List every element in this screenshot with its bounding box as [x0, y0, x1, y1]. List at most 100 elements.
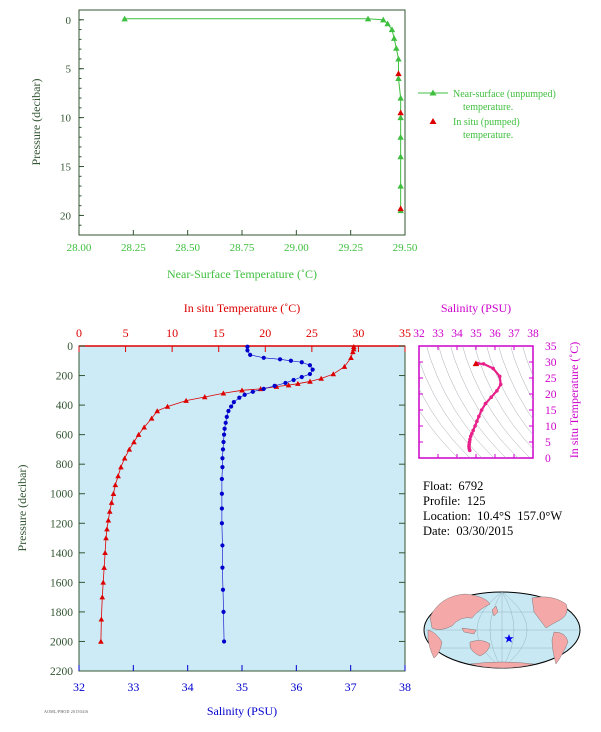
salinity-point [307, 371, 313, 377]
temperature-point [110, 490, 117, 496]
float-position-star-icon [504, 634, 514, 643]
salinity-point [220, 447, 226, 452]
top-y-tick-label: 10 [60, 113, 72, 125]
salinity-point [221, 639, 227, 644]
density-contour [462, 346, 531, 458]
salinity-point [222, 426, 227, 431]
temperature-point [104, 526, 110, 532]
near-surface-point [397, 133, 404, 140]
pressure-tick-label: 800 [56, 459, 74, 471]
pressure-tick-label: 1800 [50, 607, 73, 619]
top-y-tick-label: 15 [60, 162, 72, 174]
salinity-tick-label: 36 [290, 680, 302, 694]
land-antarctica [469, 661, 535, 669]
ts-point [481, 362, 486, 366]
temperature-point [126, 446, 133, 452]
ts-x-tick-label: 37 [508, 328, 520, 340]
temperature-point [239, 387, 245, 393]
top-plot-frame [78, 9, 406, 236]
top-x-tick-label: 29.50 [393, 242, 418, 254]
salinity-point [291, 377, 296, 383]
salinity-point [299, 360, 304, 365]
pressure-tick-label: 400 [56, 400, 74, 412]
temperature-point [98, 616, 105, 622]
density-contour [426, 346, 495, 458]
salinity-tick-label: 33 [127, 680, 139, 694]
temperature-point [106, 508, 113, 514]
top-x-axis-label: Near-Surface Temperature (˚C) [167, 267, 317, 281]
salinity-point [237, 395, 242, 400]
temperature-point [220, 390, 227, 396]
temperature-point [103, 535, 109, 541]
ts-density-contours [419, 346, 533, 458]
salinity-point [245, 344, 250, 349]
density-contour [419, 359, 483, 458]
density-contour [498, 346, 533, 420]
temperature-point [135, 431, 142, 437]
temperature-point [112, 482, 119, 488]
pressure-tick-label: 600 [56, 430, 74, 442]
profile-date: Date: 03/30/2015 [423, 524, 514, 538]
float-location: Location: 10.4°S 157.0°W [423, 509, 563, 523]
top-x-tick-label: 28.00 [67, 242, 92, 254]
temperature-point [295, 380, 301, 386]
salinity-point [310, 367, 315, 372]
salinity-tick-label: 34 [182, 680, 194, 694]
ts-x-tick-label: 38 [527, 328, 539, 340]
salinity-point [242, 392, 247, 397]
profile-number: Profile: 125 [423, 494, 486, 508]
ts-diagram: 32 33 34 35 36 37 38 0 5 10 15 20 25 30 35 Salinity (P… [413, 301, 581, 465]
temperature-point [105, 517, 112, 523]
temperature-tick-label: 30 [352, 326, 364, 340]
salinity-point [248, 352, 253, 357]
temperature-point [131, 439, 137, 445]
pressure-tick-label: 1600 [50, 577, 73, 589]
salinity-point [223, 420, 228, 425]
pressure-tick-label: 1000 [50, 489, 73, 501]
ts-surface-marker [472, 360, 480, 367]
salinity-point [220, 565, 225, 570]
salinity-point [220, 587, 226, 592]
temperature-point [348, 355, 354, 361]
density-contour [486, 346, 533, 436]
land-south-america [551, 631, 569, 665]
in-situ-point [397, 109, 404, 116]
ts-y-tick-label: 20 [545, 389, 557, 401]
pressure-tick-label: 2200 [50, 666, 73, 678]
legend-marker-near-surface [429, 89, 437, 96]
salinity-tick-label: 38 [399, 680, 411, 694]
salinity-point [307, 363, 313, 368]
near-surface-point [384, 20, 391, 27]
pressure-tick-label: 1400 [50, 548, 73, 560]
temperature-point [285, 382, 292, 388]
ts-point [477, 414, 481, 419]
ts-y-tick-label: 25 [545, 373, 557, 385]
top-legend: Near-surface (unpumped) temperature. In s… [418, 89, 556, 141]
land-north-america [531, 596, 568, 629]
temperature-point [164, 403, 171, 409]
salinity-point [221, 609, 226, 615]
pressure-tick-label: 2000 [50, 636, 73, 648]
near-surface-point [395, 75, 402, 82]
ts-point [471, 428, 475, 433]
density-contour [419, 388, 471, 458]
near-surface-point [393, 44, 400, 51]
temperature-point [141, 424, 147, 430]
main-top-axis-label: In situ Temperature (˚C) [184, 301, 301, 315]
temperature-point [183, 397, 189, 403]
temperature-point [108, 499, 115, 505]
near-surface-point [397, 182, 404, 189]
density-contour [474, 346, 533, 450]
salinity-tick-label: 37 [345, 680, 357, 694]
near-surface-point [395, 55, 402, 62]
main-plot-area [78, 345, 406, 672]
ts-y-tick-label: 35 [545, 341, 557, 353]
ts-x-tick-label: 33 [432, 328, 444, 340]
temperature-point [115, 473, 121, 479]
land-australia [469, 640, 491, 657]
salinity-point [283, 380, 288, 386]
temperature-point [99, 594, 106, 600]
footer-code: AOML/PHOD 20150416 [44, 709, 89, 714]
ts-point [475, 419, 479, 424]
